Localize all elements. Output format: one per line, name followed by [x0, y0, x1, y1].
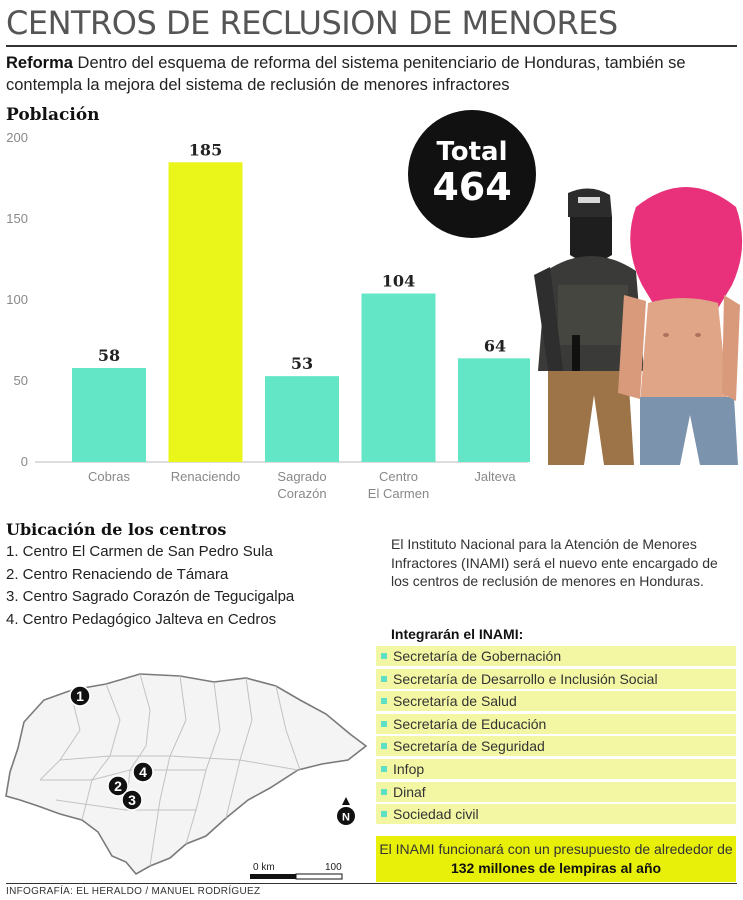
honduras-map: 1 234 N 0 km 100	[5, 673, 368, 880]
department-borders	[39, 673, 301, 867]
y-tick-label: 50	[14, 373, 28, 388]
data-label: 104	[382, 272, 415, 291]
x-axis: Cobras Renaciendo Sagrado Corazón Centro El C…	[88, 469, 516, 501]
bullet-square-icon	[381, 720, 387, 727]
data-label: 185	[189, 140, 222, 159]
honduras-outline	[5, 673, 368, 876]
x-tick-label: Sagrado	[277, 469, 326, 484]
map-marker-label: 1	[76, 688, 84, 704]
map-marker-label: 3	[128, 792, 136, 808]
bullet-square-icon	[381, 675, 387, 682]
inami-members-list: Secretaría de Gobernación Secretaría de …	[376, 646, 736, 827]
scale-start-label: 0 km	[253, 862, 275, 873]
location-item: 2. Centro Renaciendo de Támara	[6, 565, 229, 583]
y-axis: 0 50 100 150 200	[6, 130, 28, 469]
data-label: 58	[98, 346, 120, 365]
member-item: Secretaría de Desarrollo e Inclusión Soc…	[376, 668, 736, 689]
inami-members-title: Integrarán el INAMI:	[391, 626, 524, 642]
location-item: 4. Centro Pedagógico Jalteva en Cedros	[6, 610, 277, 628]
map-marker-label: 4	[139, 764, 147, 780]
scale-bar: 0 km 100	[250, 862, 343, 880]
scale-end-label: 100	[325, 862, 342, 873]
budget-box: El INAMI funcionará con un presupuesto d…	[376, 836, 736, 882]
member-item: Sociedad civil	[376, 804, 736, 825]
bullet-square-icon	[381, 743, 387, 750]
x-tick-label: Centro	[379, 469, 418, 484]
north-label: N	[342, 812, 350, 824]
bullet-square-icon	[381, 698, 387, 705]
member-item: Infop	[376, 758, 736, 779]
credit-rule	[6, 883, 737, 884]
intro-paragraph: Reforma Dentro del esquema de reforma de…	[6, 52, 738, 96]
total-label: Total	[436, 137, 508, 167]
map-marker: 1	[69, 685, 91, 707]
x-tick-label: El Carmen	[368, 486, 429, 501]
bars: 58 185 53 104 64	[72, 140, 530, 463]
bar	[168, 162, 243, 463]
bullet-square-icon	[381, 653, 387, 659]
bar	[458, 358, 530, 462]
x-tick-label: Corazón	[277, 486, 326, 501]
data-label: 53	[291, 354, 313, 373]
member-item: Secretaría de Salud	[376, 691, 736, 712]
member-item: Dinaf	[376, 781, 736, 802]
bar	[72, 368, 146, 462]
north-arrow: N	[337, 797, 355, 825]
inami-description: El Instituto Nacional para la Atención d…	[391, 536, 718, 589]
map-marker: 2	[107, 775, 129, 797]
bar	[361, 293, 436, 462]
bar	[265, 376, 339, 462]
title-rule	[6, 45, 737, 47]
x-tick-label: Renaciendo	[171, 469, 240, 484]
bullet-square-icon	[381, 765, 387, 772]
intro-lead: Reforma	[6, 54, 73, 72]
location-item: 1. Centro El Carmen de San Pedro Sula	[6, 543, 273, 560]
map-markers: 1 234	[69, 685, 154, 811]
x-tick-label: Jalteva	[474, 469, 516, 484]
locations-title: Ubicación de los centros	[6, 520, 227, 539]
map-marker: 3	[121, 789, 143, 811]
map-marker-label: 2	[114, 778, 122, 794]
bullet-square-icon	[381, 788, 387, 795]
member-item: Secretaría de Gobernación	[376, 646, 736, 666]
y-tick-label: 150	[6, 211, 28, 226]
data-label: 64	[484, 336, 506, 355]
intro-text: Dentro del esquema de reforma del sistem…	[6, 54, 686, 94]
credit-line: INFOGRAFÍA: EL HERALDO / MANUEL RODRÍGUE…	[6, 886, 261, 897]
bullet-square-icon	[381, 811, 387, 818]
population-bar-chart: 0 50 100 150 200 58 185 53 104 64 Cobras Renacien…	[6, 130, 530, 501]
member-item: Secretaría de Educación	[376, 713, 736, 734]
total-badge: Total 464	[408, 110, 536, 238]
y-tick-label: 0	[21, 454, 28, 469]
member-item: Secretaría de Seguridad	[376, 736, 736, 757]
locations-list: 1. Centro El Carmen de San Pedro Sula 2.…	[6, 541, 294, 631]
page-title: CENTROS DE RECLUSION DE MENORES	[6, 4, 618, 42]
budget-amount: 132 millones de lempiras al año	[450, 860, 662, 876]
total-value: 464	[432, 165, 512, 209]
y-tick-label: 200	[6, 130, 28, 145]
y-tick-label: 100	[6, 292, 28, 307]
location-item: 3. Centro Sagrado Corazón de Tegucigalpa	[6, 588, 295, 605]
police-and-detainee-photo	[534, 187, 743, 465]
map-marker: 4	[132, 761, 154, 783]
x-tick-label: Cobras	[88, 469, 130, 484]
chart-title: Población	[6, 105, 100, 125]
budget-text: El INAMI funcionará con un presupuesto d…	[379, 841, 733, 857]
